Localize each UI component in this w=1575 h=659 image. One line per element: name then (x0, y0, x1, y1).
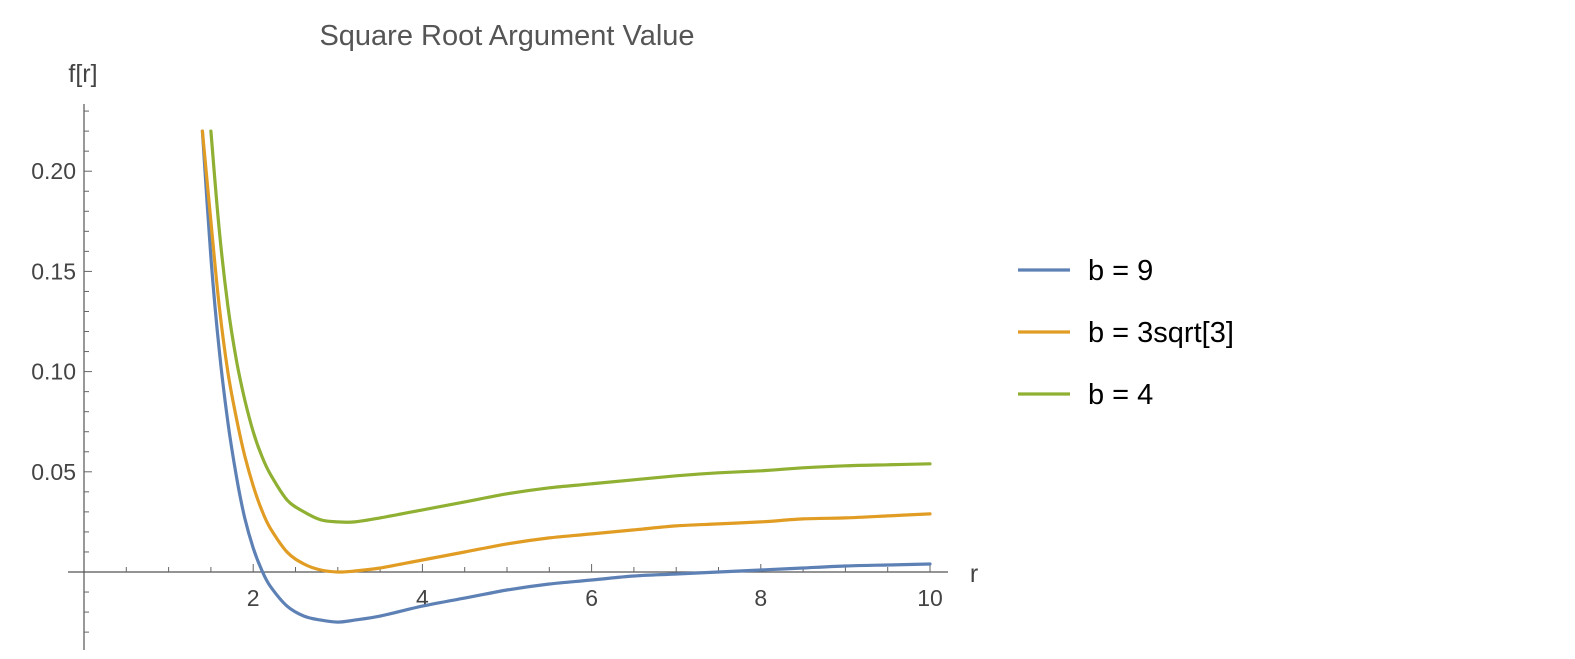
x-tick-label: 6 (585, 585, 598, 611)
series-line-2 (200, 129, 932, 574)
x-tick-label: 8 (754, 585, 767, 611)
legend-label-3: b = 4 (1088, 379, 1153, 411)
x-tick-label: 2 (247, 585, 260, 611)
plot-area (200, 129, 932, 624)
y-tick-label: 0.20 (31, 158, 76, 184)
x-tick-label: 10 (917, 585, 943, 611)
legend-label-1: b = 9 (1088, 255, 1153, 287)
y-tick-label: 0.05 (31, 459, 76, 485)
axes: 2 4 6 8 100.050.100.150.20 (31, 104, 948, 650)
y-tick-label: 0.15 (31, 258, 76, 284)
chart-title: Square Root Argument Value (319, 20, 694, 52)
y-tick-label: 0.10 (31, 359, 76, 385)
legend: b = 9 b = 3sqrt[3] b = 4 (1018, 255, 1234, 411)
x-axis-label: r (970, 560, 978, 588)
legend-label-2: b = 3sqrt[3] (1088, 317, 1234, 349)
series-line-3 (209, 129, 932, 524)
y-axis-label: f[r] (68, 60, 97, 88)
series-line-1 (200, 129, 932, 624)
